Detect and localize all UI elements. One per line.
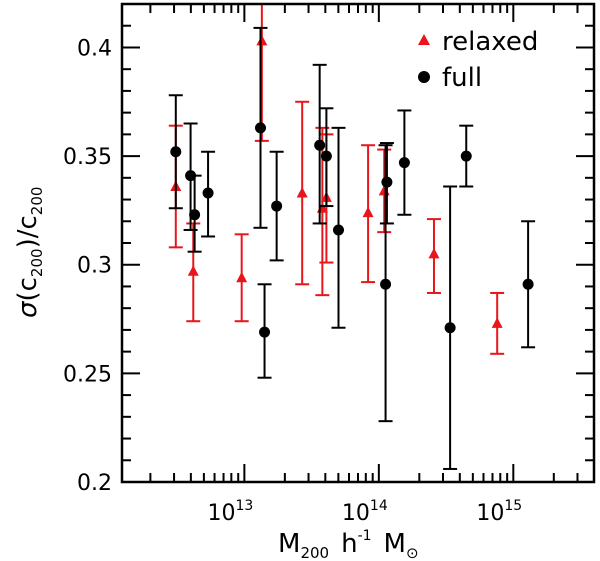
point-full: [381, 176, 393, 188]
point-full: [444, 322, 456, 334]
x-tick-labels: 1013 1014 1015: [207, 498, 522, 526]
y-tick-label: 0.4: [77, 36, 112, 61]
y-axis-title: σ(c200)/c200: [13, 187, 46, 318]
point-relaxed: [362, 206, 374, 218]
point-relaxed: [428, 247, 440, 259]
plot-frame: [120, 2, 596, 484]
point-full: [320, 150, 332, 162]
y-tick-label: 0.35: [63, 145, 112, 170]
point-relaxed: [256, 34, 268, 46]
legend-label-full: full: [442, 63, 482, 93]
point-full: [202, 187, 214, 199]
x-tick-label: 1014: [342, 498, 388, 526]
point-full: [333, 224, 345, 236]
point-full: [189, 209, 201, 221]
point-full: [259, 326, 271, 338]
point-full: [314, 139, 326, 151]
y-tick-labels: 0.2 0.25 0.3 0.35 0.4: [63, 36, 112, 496]
y-tick-label: 0.3: [77, 254, 112, 279]
point-relaxed: [296, 187, 308, 198]
x-tick-label: 1015: [476, 498, 522, 526]
data-layer: [168, 4, 536, 470]
point-full: [255, 122, 267, 134]
x-axis-title: M200 h-1 M⊙: [278, 528, 419, 561]
series-full: [168, 26, 536, 470]
point-full: [522, 278, 534, 290]
point-full: [271, 200, 283, 212]
legend-marker-relaxed: [418, 34, 430, 45]
legend-label-relaxed: relaxed: [442, 27, 538, 57]
point-full: [170, 146, 182, 158]
y-tick-label: 0.2: [77, 471, 112, 496]
x-tick-label: 1013: [207, 498, 253, 526]
point-relaxed: [236, 271, 248, 283]
point-relaxed: [187, 265, 199, 276]
y-tick-label: 0.25: [63, 362, 112, 387]
point-full: [398, 157, 410, 169]
point-full: [460, 150, 472, 162]
legend: relaxed full: [418, 27, 538, 93]
point-relaxed: [491, 317, 503, 328]
ticks-layer: [122, 3, 594, 483]
point-full: [380, 278, 392, 290]
legend-marker-full: [418, 71, 430, 83]
